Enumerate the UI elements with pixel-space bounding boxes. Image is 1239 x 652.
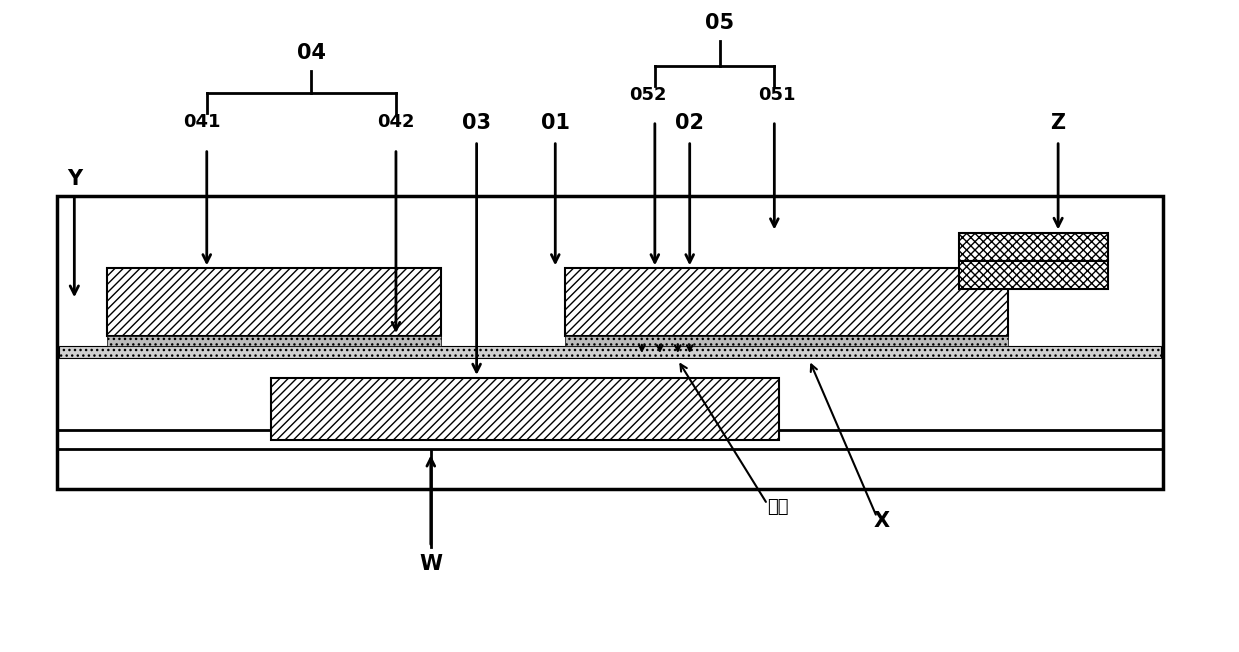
Text: 041: 041 xyxy=(183,113,221,131)
Bar xyxy=(57,196,1162,489)
Text: 04: 04 xyxy=(297,43,326,63)
Bar xyxy=(108,268,441,336)
Text: W: W xyxy=(419,554,442,574)
Text: 光缆: 光缆 xyxy=(767,498,789,516)
Text: Y: Y xyxy=(67,169,82,188)
Text: 02: 02 xyxy=(675,113,704,133)
Bar xyxy=(565,268,1009,336)
Text: 03: 03 xyxy=(462,113,491,133)
Text: 01: 01 xyxy=(540,113,570,133)
Text: Z: Z xyxy=(1051,113,1066,133)
Bar xyxy=(565,336,1009,346)
Text: 051: 051 xyxy=(758,86,797,104)
Bar xyxy=(959,261,1108,289)
Text: 042: 042 xyxy=(377,113,415,131)
Bar xyxy=(271,378,779,439)
Text: X: X xyxy=(873,511,890,531)
Text: 052: 052 xyxy=(629,86,667,104)
Text: 05: 05 xyxy=(705,13,735,33)
Bar xyxy=(108,336,441,346)
Bar xyxy=(959,233,1108,261)
Bar xyxy=(59,346,1161,358)
